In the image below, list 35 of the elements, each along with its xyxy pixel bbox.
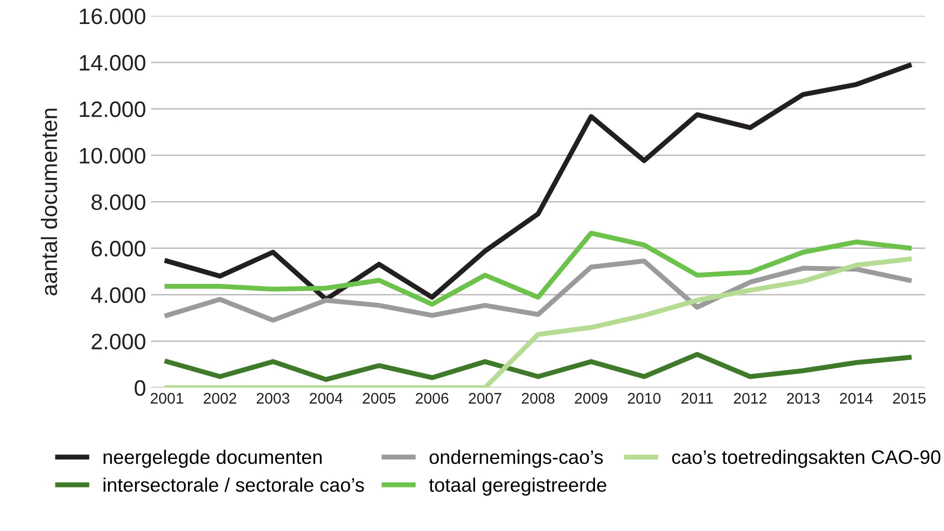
legend-label: cao’s toetredingsakten CAO-90 [672, 450, 940, 468]
x-tick-label: 2004 [310, 392, 343, 404]
line-series [164, 256, 912, 388]
x-tick-label: 2009 [574, 392, 608, 404]
y-tick-label: 8.000 [92, 194, 146, 210]
x-tick-label: 2007 [468, 392, 502, 404]
y-tick-label: 10.000 [80, 148, 146, 164]
x-tick-label: 2012 [734, 392, 766, 404]
y-tick-label: 16.000 [80, 8, 146, 24]
x-tick-label: 2001 [150, 392, 184, 404]
y-tick-label: 12.000 [80, 101, 146, 118]
x-tick-label: 2002 [204, 392, 236, 404]
y-tick-label: 6.000 [92, 240, 146, 257]
legend-label: totaal geregistreerde [429, 478, 606, 496]
line-series [164, 258, 912, 323]
legend-label: ondernemings-cao’s [430, 450, 603, 468]
y-axis-title: aantal documenten [40, 108, 58, 296]
y-tick-label: 14.000 [80, 54, 146, 71]
line-series [164, 62, 912, 302]
y-tick-label: 4.000 [91, 287, 146, 303]
x-tick-label: 2015 [892, 392, 926, 404]
line-series [164, 352, 912, 382]
x-tick-label: 2005 [362, 392, 396, 404]
legend-label: intersectorale / sectorale cao’s [104, 478, 364, 492]
y-tick-label: 2.000 [92, 334, 146, 350]
x-tick-label: 2003 [256, 392, 290, 404]
y-tick-label: 0 [134, 380, 146, 396]
x-tick-label: 2013 [786, 392, 820, 404]
x-tick-label: 2011 [681, 392, 713, 404]
x-tick-label: 2014 [840, 392, 873, 404]
line-series [164, 230, 912, 307]
x-tick-label: 2006 [416, 392, 448, 404]
x-tick-label: 2008 [522, 392, 554, 404]
legend-label: neergelegde documenten [104, 450, 322, 468]
x-tick-label: 2010 [628, 392, 661, 404]
